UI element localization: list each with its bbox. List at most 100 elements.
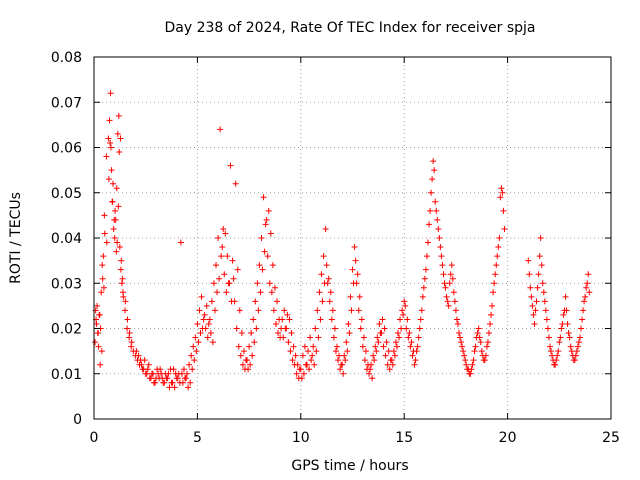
data-point xyxy=(427,207,434,214)
data-point xyxy=(135,352,142,359)
data-point xyxy=(242,357,249,364)
data-point xyxy=(536,253,543,260)
data-point xyxy=(254,280,261,287)
data-point xyxy=(178,370,185,377)
data-point xyxy=(268,289,275,296)
data-point xyxy=(453,316,460,323)
data-point xyxy=(250,316,257,323)
data-point xyxy=(436,235,443,241)
data-point xyxy=(564,320,571,327)
data-point xyxy=(428,189,435,196)
data-point xyxy=(372,343,379,350)
data-point xyxy=(226,280,233,287)
data-point xyxy=(99,275,106,282)
data-point xyxy=(205,320,212,327)
data-point xyxy=(462,357,469,364)
data-point xyxy=(445,302,452,309)
y-tick-label: 0.04 xyxy=(51,231,82,247)
data-point xyxy=(419,293,426,300)
data-point xyxy=(398,325,405,332)
data-point xyxy=(235,343,242,350)
data-point xyxy=(569,352,576,359)
data-point xyxy=(574,343,581,350)
data-point xyxy=(565,330,572,337)
data-point xyxy=(457,334,464,341)
data-point xyxy=(403,325,410,332)
data-point xyxy=(566,334,573,341)
x-tick-label: 15 xyxy=(395,430,413,446)
data-point xyxy=(494,253,501,260)
data-point xyxy=(371,357,378,364)
data-point xyxy=(351,244,358,251)
data-point xyxy=(98,289,105,296)
data-point xyxy=(405,334,412,341)
data-point xyxy=(360,334,367,341)
data-point xyxy=(109,198,116,205)
data-point xyxy=(296,366,303,373)
data-point xyxy=(228,298,235,305)
data-point xyxy=(190,343,197,350)
data-point xyxy=(308,357,315,364)
data-point xyxy=(262,221,269,228)
data-point xyxy=(391,352,398,359)
data-point xyxy=(94,302,101,309)
data-point xyxy=(410,348,417,355)
data-point xyxy=(347,293,354,300)
data-points xyxy=(92,90,593,391)
data-point xyxy=(176,379,183,386)
data-point xyxy=(501,225,508,232)
data-point xyxy=(362,348,369,355)
data-point xyxy=(191,357,198,364)
data-point xyxy=(422,266,429,273)
data-point xyxy=(110,225,117,232)
y-tick-label: 0.07 xyxy=(51,95,82,111)
data-point xyxy=(321,280,328,287)
data-point xyxy=(359,343,366,350)
data-point xyxy=(323,262,330,269)
x-tick-label: 20 xyxy=(499,430,517,446)
data-point xyxy=(199,325,206,332)
data-point xyxy=(525,257,532,264)
data-point xyxy=(325,275,332,282)
data-point xyxy=(468,366,475,373)
data-point xyxy=(527,284,534,291)
y-tick-label: 0.08 xyxy=(51,50,82,66)
data-point xyxy=(164,375,171,382)
data-point xyxy=(338,361,345,368)
data-point xyxy=(264,253,271,260)
data-point xyxy=(470,357,477,364)
data-point xyxy=(355,307,362,314)
data-point xyxy=(575,339,582,346)
data-point xyxy=(197,330,204,337)
data-point xyxy=(563,307,570,314)
data-point xyxy=(357,325,364,332)
data-point xyxy=(477,339,484,346)
data-point xyxy=(345,320,352,327)
data-point xyxy=(314,307,321,314)
data-point xyxy=(361,357,368,364)
data-point xyxy=(335,357,342,364)
data-point xyxy=(553,357,560,364)
data-point xyxy=(229,257,236,264)
data-point xyxy=(276,316,283,323)
data-point xyxy=(556,339,563,346)
data-point xyxy=(95,343,102,350)
data-point xyxy=(555,348,562,355)
data-point xyxy=(393,343,400,350)
data-point xyxy=(350,280,357,287)
data-point xyxy=(548,348,555,355)
data-point xyxy=(221,271,228,278)
data-point xyxy=(233,325,240,332)
data-point xyxy=(284,311,291,318)
data-point xyxy=(223,289,230,296)
data-point xyxy=(409,352,416,359)
data-point xyxy=(438,253,445,260)
data-point xyxy=(198,293,205,300)
chart-title: Day 238 of 2024, Rate Of TEC Index for r… xyxy=(164,20,535,36)
data-point xyxy=(546,343,553,350)
data-point xyxy=(118,257,125,264)
data-point xyxy=(560,311,567,318)
data-point xyxy=(290,343,297,350)
data-point xyxy=(381,325,388,332)
data-point xyxy=(185,384,192,391)
